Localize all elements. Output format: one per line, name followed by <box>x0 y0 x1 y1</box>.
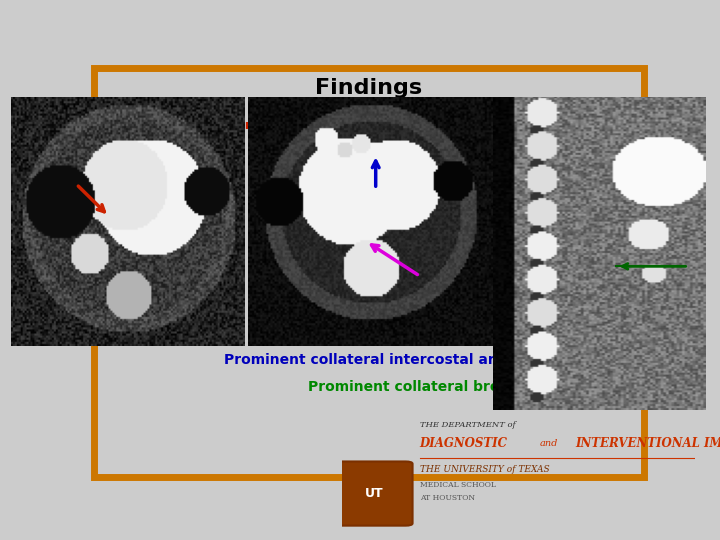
Text: THE DEPARTMENT of: THE DEPARTMENT of <box>420 421 516 429</box>
Text: DIAGNOSTIC: DIAGNOSTIC <box>420 437 508 450</box>
Text: Prominent collateral intercostal arteries: Prominent collateral intercostal arterie… <box>224 353 540 367</box>
Text: Findings: Findings <box>315 78 423 98</box>
Text: MEDICAL SCHOOL: MEDICAL SCHOOL <box>420 481 495 489</box>
Text: AT HOUSTON: AT HOUSTON <box>420 494 474 502</box>
Text: and: and <box>539 439 558 448</box>
Text: Enlarged main pulmonary artery: Enlarged main pulmonary artery <box>282 119 510 132</box>
Text: Single right pulmonary artery: Single right pulmonary artery <box>99 119 307 132</box>
Text: UT: UT <box>364 487 383 500</box>
FancyBboxPatch shape <box>335 462 413 525</box>
Text: THE UNIVERSITY of TEXAS: THE UNIVERSITY of TEXAS <box>420 465 549 474</box>
Text: INTERVENTIONAL IMAGING: INTERVENTIONAL IMAGING <box>575 437 720 450</box>
Text: Prominent collateral bronchial arteries: Prominent collateral bronchial arteries <box>307 380 613 394</box>
